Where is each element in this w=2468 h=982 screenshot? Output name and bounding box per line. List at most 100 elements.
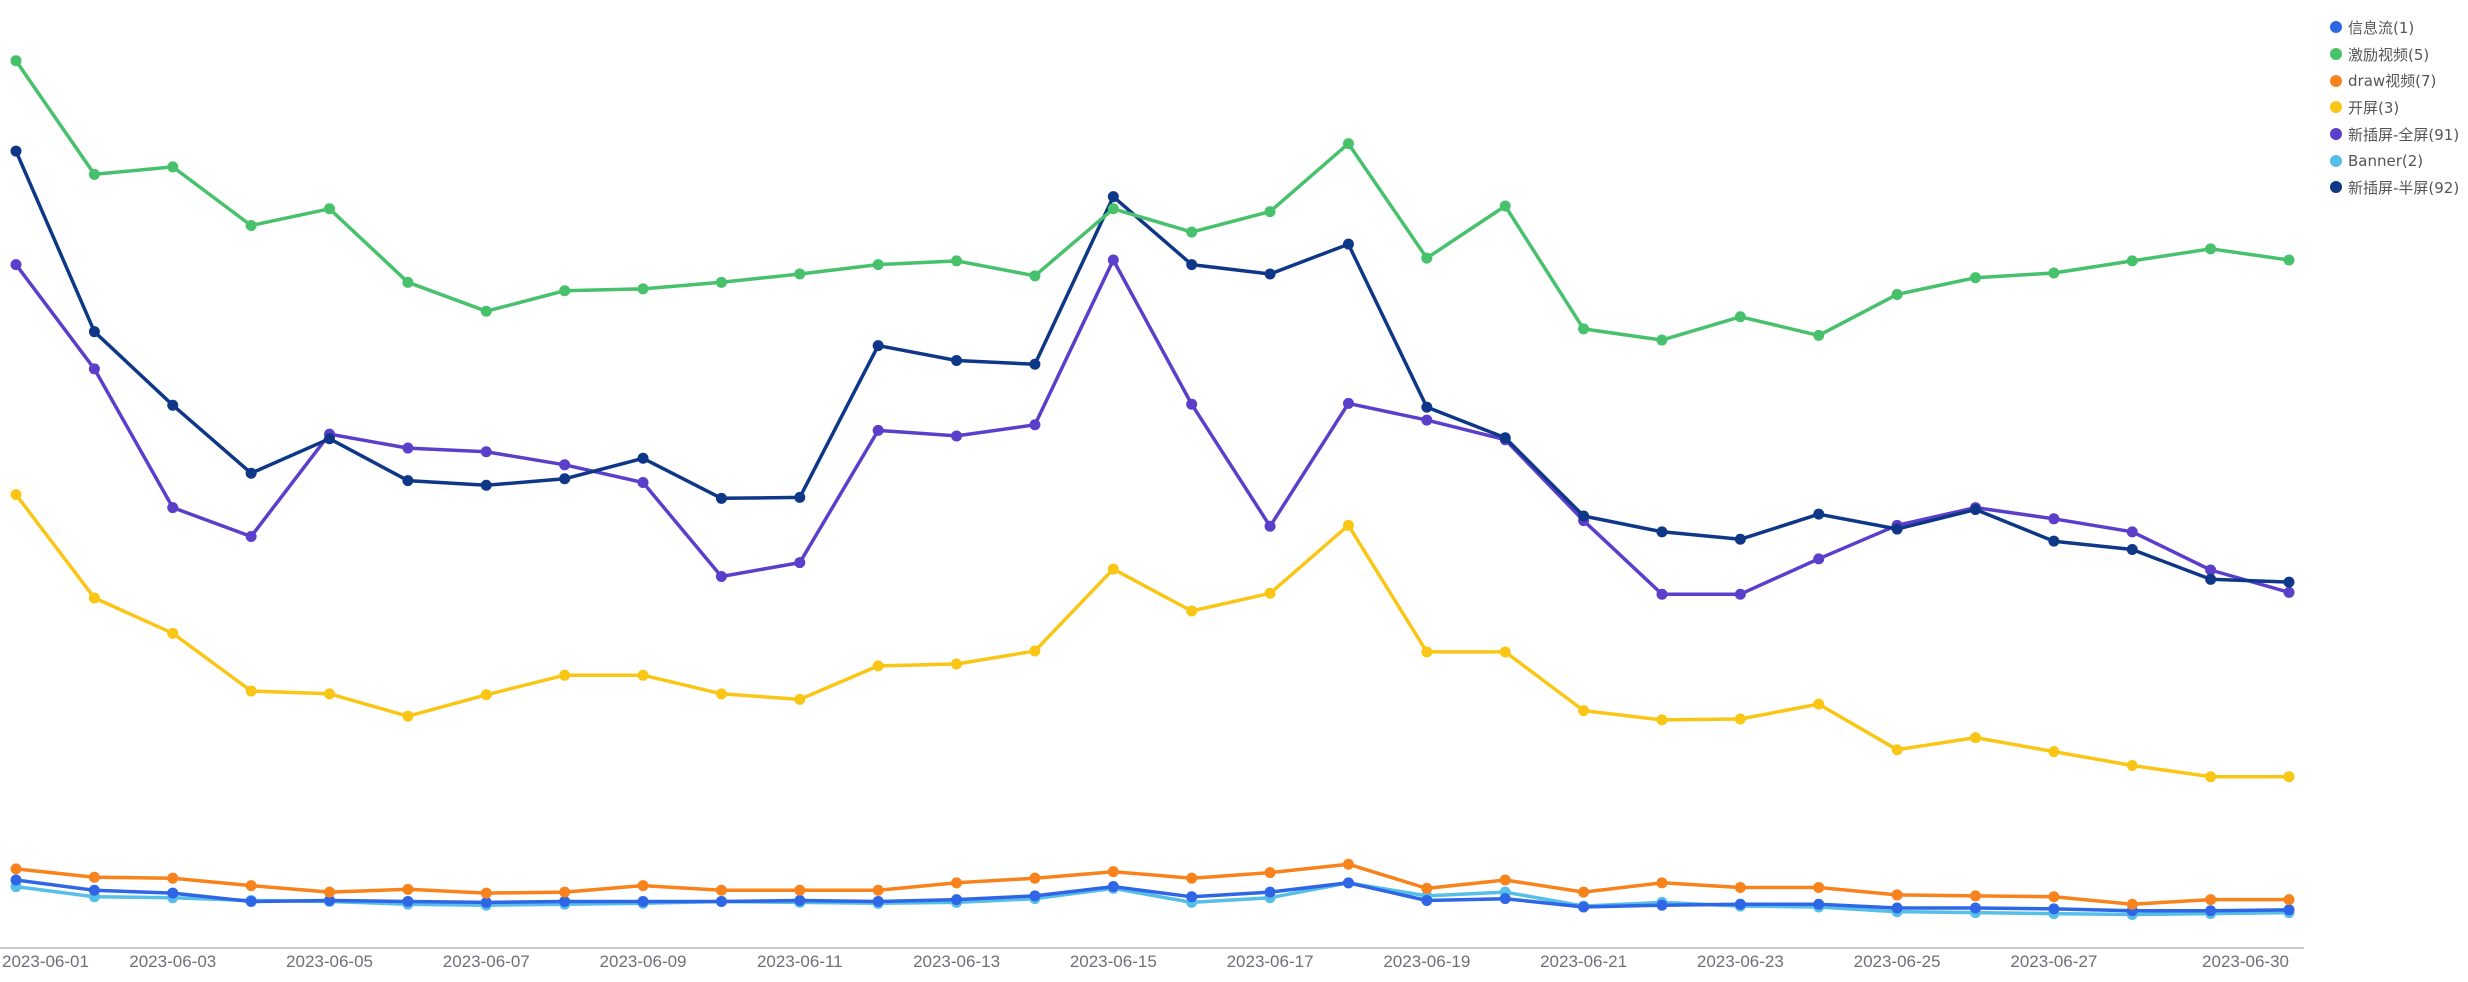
data-point[interactable] bbox=[324, 895, 336, 907]
data-point[interactable] bbox=[2048, 535, 2060, 547]
data-point[interactable] bbox=[1029, 645, 1041, 657]
data-point[interactable] bbox=[794, 884, 806, 896]
data-point[interactable] bbox=[1891, 902, 1903, 914]
data-point[interactable] bbox=[245, 895, 257, 907]
data-point[interactable] bbox=[951, 894, 963, 906]
data-point[interactable] bbox=[794, 895, 806, 907]
data-point[interactable] bbox=[715, 688, 727, 700]
data-point[interactable] bbox=[1029, 270, 1041, 282]
data-point[interactable] bbox=[88, 168, 100, 180]
data-point[interactable] bbox=[1734, 311, 1746, 323]
data-point[interactable] bbox=[2126, 526, 2138, 538]
data-point[interactable] bbox=[559, 669, 571, 681]
data-point[interactable] bbox=[1421, 252, 1433, 264]
data-point[interactable] bbox=[480, 305, 492, 317]
data-point[interactable] bbox=[1734, 533, 1746, 545]
data-point[interactable] bbox=[1734, 588, 1746, 600]
data-point[interactable] bbox=[1969, 503, 1981, 515]
data-point[interactable] bbox=[1813, 508, 1825, 520]
data-point[interactable] bbox=[1421, 895, 1433, 907]
data-point[interactable] bbox=[1107, 866, 1119, 878]
data-point[interactable] bbox=[715, 276, 727, 288]
legend-item[interactable]: 信息流(1) bbox=[2330, 14, 2459, 41]
data-point[interactable] bbox=[559, 886, 571, 898]
data-point[interactable] bbox=[324, 886, 336, 898]
data-point[interactable] bbox=[1813, 329, 1825, 341]
data-point[interactable] bbox=[88, 326, 100, 338]
data-point[interactable] bbox=[167, 502, 179, 514]
data-point[interactable] bbox=[794, 693, 806, 705]
data-point[interactable] bbox=[1264, 886, 1276, 898]
data-point[interactable] bbox=[402, 276, 414, 288]
data-point[interactable] bbox=[951, 255, 963, 267]
data-point[interactable] bbox=[10, 145, 22, 157]
data-point[interactable] bbox=[480, 887, 492, 899]
data-point[interactable] bbox=[872, 340, 884, 352]
data-point[interactable] bbox=[559, 895, 571, 907]
data-point[interactable] bbox=[2283, 894, 2295, 906]
data-point[interactable] bbox=[2283, 771, 2295, 783]
data-point[interactable] bbox=[1969, 732, 1981, 744]
data-point[interactable] bbox=[1499, 646, 1511, 658]
data-point[interactable] bbox=[637, 895, 649, 907]
data-point[interactable] bbox=[1029, 419, 1041, 431]
data-point[interactable] bbox=[2126, 544, 2138, 556]
data-point[interactable] bbox=[1186, 226, 1198, 238]
data-point[interactable] bbox=[1421, 882, 1433, 894]
data-point[interactable] bbox=[2126, 255, 2138, 267]
data-point[interactable] bbox=[167, 627, 179, 639]
data-point[interactable] bbox=[10, 259, 22, 271]
data-point[interactable] bbox=[1186, 872, 1198, 884]
data-point[interactable] bbox=[559, 285, 571, 297]
data-point[interactable] bbox=[245, 685, 257, 697]
data-point[interactable] bbox=[1264, 206, 1276, 218]
data-point[interactable] bbox=[794, 268, 806, 280]
data-point[interactable] bbox=[324, 433, 336, 445]
data-point[interactable] bbox=[1969, 902, 1981, 914]
data-point[interactable] bbox=[1499, 893, 1511, 905]
data-point[interactable] bbox=[1342, 877, 1354, 889]
data-point[interactable] bbox=[715, 492, 727, 504]
data-point[interactable] bbox=[1734, 881, 1746, 893]
data-point[interactable] bbox=[10, 863, 22, 875]
data-point[interactable] bbox=[402, 442, 414, 454]
data-point[interactable] bbox=[1107, 191, 1119, 203]
data-point[interactable] bbox=[794, 557, 806, 569]
data-point[interactable] bbox=[402, 710, 414, 722]
data-point[interactable] bbox=[1342, 858, 1354, 870]
data-point[interactable] bbox=[2048, 513, 2060, 525]
data-point[interactable] bbox=[245, 220, 257, 232]
data-point[interactable] bbox=[1578, 705, 1590, 717]
data-point[interactable] bbox=[167, 872, 179, 884]
data-point[interactable] bbox=[1656, 526, 1668, 538]
data-point[interactable] bbox=[1342, 519, 1354, 531]
data-point[interactable] bbox=[872, 660, 884, 672]
data-point[interactable] bbox=[559, 473, 571, 485]
data-point[interactable] bbox=[2048, 746, 2060, 758]
data-point[interactable] bbox=[1107, 203, 1119, 215]
data-point[interactable] bbox=[2048, 891, 2060, 903]
data-point[interactable] bbox=[2283, 576, 2295, 588]
data-point[interactable] bbox=[715, 895, 727, 907]
data-point[interactable] bbox=[872, 895, 884, 907]
data-point[interactable] bbox=[2048, 267, 2060, 279]
data-point[interactable] bbox=[1342, 138, 1354, 150]
data-point[interactable] bbox=[1342, 238, 1354, 250]
data-point[interactable] bbox=[1734, 898, 1746, 910]
data-point[interactable] bbox=[167, 887, 179, 899]
data-point[interactable] bbox=[1734, 713, 1746, 725]
legend-item[interactable]: 新插屏-半屏(92) bbox=[2330, 174, 2459, 201]
data-point[interactable] bbox=[167, 399, 179, 411]
data-point[interactable] bbox=[1656, 334, 1668, 346]
data-point[interactable] bbox=[88, 884, 100, 896]
legend-item[interactable]: Banner(2) bbox=[2330, 147, 2459, 174]
data-point[interactable] bbox=[1891, 288, 1903, 300]
data-point[interactable] bbox=[2205, 573, 2217, 585]
data-point[interactable] bbox=[480, 896, 492, 908]
data-point[interactable] bbox=[2283, 904, 2295, 916]
data-point[interactable] bbox=[1421, 401, 1433, 413]
data-point[interactable] bbox=[2205, 243, 2217, 255]
data-point[interactable] bbox=[1656, 877, 1668, 889]
data-point[interactable] bbox=[2048, 903, 2060, 915]
data-point[interactable] bbox=[2283, 586, 2295, 598]
